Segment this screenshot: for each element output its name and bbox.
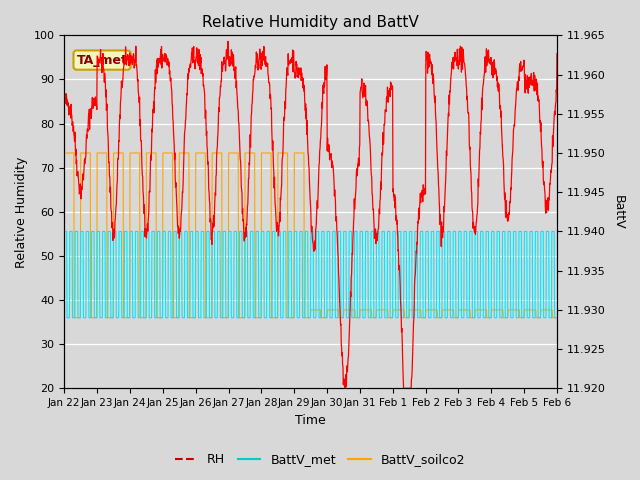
Y-axis label: BattV: BattV	[612, 194, 625, 229]
Y-axis label: Relative Humidity: Relative Humidity	[15, 156, 28, 267]
Title: Relative Humidity and BattV: Relative Humidity and BattV	[202, 15, 419, 30]
Text: TA_met: TA_met	[77, 54, 127, 67]
X-axis label: Time: Time	[295, 414, 326, 427]
Legend: RH, BattV_met, BattV_soilco2: RH, BattV_met, BattV_soilco2	[170, 448, 470, 471]
